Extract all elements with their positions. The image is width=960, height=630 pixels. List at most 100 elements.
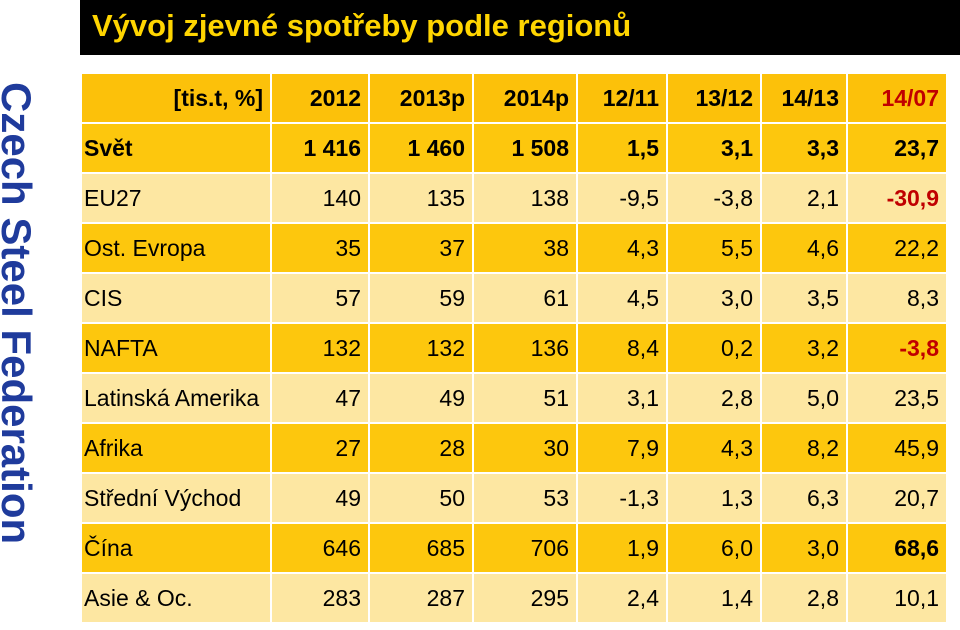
- table-cell: 706: [474, 524, 576, 572]
- table-cell: 8,2: [762, 424, 846, 472]
- table-cell: -3,8: [668, 174, 760, 222]
- table-cell: 2,1: [762, 174, 846, 222]
- row-label: Asie & Oc.: [82, 574, 270, 622]
- table-cell: 51: [474, 374, 576, 422]
- table-cell: 6,0: [668, 524, 760, 572]
- table-cell: 3,1: [578, 374, 666, 422]
- table-cell: 20,7: [848, 474, 946, 522]
- table-cell: 283: [272, 574, 368, 622]
- table-cell: 23,5: [848, 374, 946, 422]
- table-row: Střední Východ 49 50 53 -1,3 1,3 6,3 20,…: [82, 474, 946, 522]
- table-cell: 8,4: [578, 324, 666, 372]
- header-cell: 14/13: [762, 74, 846, 122]
- table-cell: 3,0: [668, 274, 760, 322]
- table-cell: 45,9: [848, 424, 946, 472]
- header-cell: 12/11: [578, 74, 666, 122]
- table-cell: 2,8: [762, 574, 846, 622]
- table-cell: 2,8: [668, 374, 760, 422]
- table-cell: 4,3: [578, 224, 666, 272]
- table-cell: -3,8: [848, 324, 946, 372]
- table-cell: 27: [272, 424, 368, 472]
- table-cell: 59: [370, 274, 472, 322]
- table-cell: 295: [474, 574, 576, 622]
- table-row: CIS 57 59 61 4,5 3,0 3,5 8,3: [82, 274, 946, 322]
- table-cell: 4,3: [668, 424, 760, 472]
- table-cell: -1,3: [578, 474, 666, 522]
- table-cell: 37: [370, 224, 472, 272]
- table-row: Čína 646 685 706 1,9 6,0 3,0 68,6: [82, 524, 946, 572]
- table-cell: 6,3: [762, 474, 846, 522]
- table-cell: 1 460: [370, 124, 472, 172]
- header-cell: 2014p: [474, 74, 576, 122]
- table-cell: 3,5: [762, 274, 846, 322]
- table-cell: 3,1: [668, 124, 760, 172]
- table-cell: 135: [370, 174, 472, 222]
- row-label: Svět: [82, 124, 270, 172]
- table-cell: 3,0: [762, 524, 846, 572]
- row-label: NAFTA: [82, 324, 270, 372]
- table-row: EU27 140 135 138 -9,5 -3,8 2,1 -30,9: [82, 174, 946, 222]
- header-unit: [tis.t, %]: [82, 74, 270, 122]
- table-cell: 1,9: [578, 524, 666, 572]
- row-label: CIS: [82, 274, 270, 322]
- table-row: Ost. Evropa 35 37 38 4,3 5,5 4,6 22,2: [82, 224, 946, 272]
- table-cell: 1 508: [474, 124, 576, 172]
- table-cell: 28: [370, 424, 472, 472]
- table-cell: 3,2: [762, 324, 846, 372]
- table-cell: -9,5: [578, 174, 666, 222]
- table-cell: 22,2: [848, 224, 946, 272]
- table-row: NAFTA 132 132 136 8,4 0,2 3,2 -3,8: [82, 324, 946, 372]
- table-cell: 47: [272, 374, 368, 422]
- consumption-table: [tis.t, %] 2012 2013p 2014p 12/11 13/12 …: [80, 72, 948, 624]
- header-cell: 14/07: [848, 74, 946, 122]
- table-cell: 35: [272, 224, 368, 272]
- table-cell: 10,1: [848, 574, 946, 622]
- table-cell: 68,6: [848, 524, 946, 572]
- table-cell: 61: [474, 274, 576, 322]
- table-cell: 57: [272, 274, 368, 322]
- table-row: Latinská Amerika 47 49 51 3,1 2,8 5,0 23…: [82, 374, 946, 422]
- table-cell: 4,5: [578, 274, 666, 322]
- slide-header: Vývoj zjevné spotřeby podle regionů: [80, 0, 960, 55]
- table-row: Asie & Oc. 283 287 295 2,4 1,4 2,8 10,1: [82, 574, 946, 622]
- side-label: Czech Steel Federation: [0, 82, 40, 545]
- table-cell: 49: [370, 374, 472, 422]
- row-label: Čína: [82, 524, 270, 572]
- table-cell: 2,4: [578, 574, 666, 622]
- table-cell: 685: [370, 524, 472, 572]
- side-banner: Czech Steel Federation: [0, 0, 60, 630]
- row-label: EU27: [82, 174, 270, 222]
- table-cell: 0,2: [668, 324, 760, 372]
- table-cell: 132: [272, 324, 368, 372]
- table-cell: 23,7: [848, 124, 946, 172]
- header-cell: 2013p: [370, 74, 472, 122]
- table-cell: 5,5: [668, 224, 760, 272]
- row-label: Ost. Evropa: [82, 224, 270, 272]
- table-cell: 1 416: [272, 124, 368, 172]
- table-cell: 140: [272, 174, 368, 222]
- table-cell: 7,9: [578, 424, 666, 472]
- table-cell: 38: [474, 224, 576, 272]
- table-cell: 646: [272, 524, 368, 572]
- table-cell: -30,9: [848, 174, 946, 222]
- row-label: Afrika: [82, 424, 270, 472]
- row-label: Střední Východ: [82, 474, 270, 522]
- table-cell: 136: [474, 324, 576, 372]
- table-row: Svět 1 416 1 460 1 508 1,5 3,1 3,3 23,7: [82, 124, 946, 172]
- table-cell: 3,3: [762, 124, 846, 172]
- header-cell: 2012: [272, 74, 368, 122]
- table-cell: 53: [474, 474, 576, 522]
- row-label: Latinská Amerika: [82, 374, 270, 422]
- table-cell: 138: [474, 174, 576, 222]
- table-cell: 287: [370, 574, 472, 622]
- table-cell: 1,3: [668, 474, 760, 522]
- table-cell: 30: [474, 424, 576, 472]
- table-row: Afrika 27 28 30 7,9 4,3 8,2 45,9: [82, 424, 946, 472]
- table-cell: 1,4: [668, 574, 760, 622]
- table-cell: 4,6: [762, 224, 846, 272]
- table-cell: 132: [370, 324, 472, 372]
- table-cell: 50: [370, 474, 472, 522]
- slide-title: Vývoj zjevné spotřeby podle regionů: [92, 8, 632, 43]
- table-cell: 1,5: [578, 124, 666, 172]
- table-cell: 49: [272, 474, 368, 522]
